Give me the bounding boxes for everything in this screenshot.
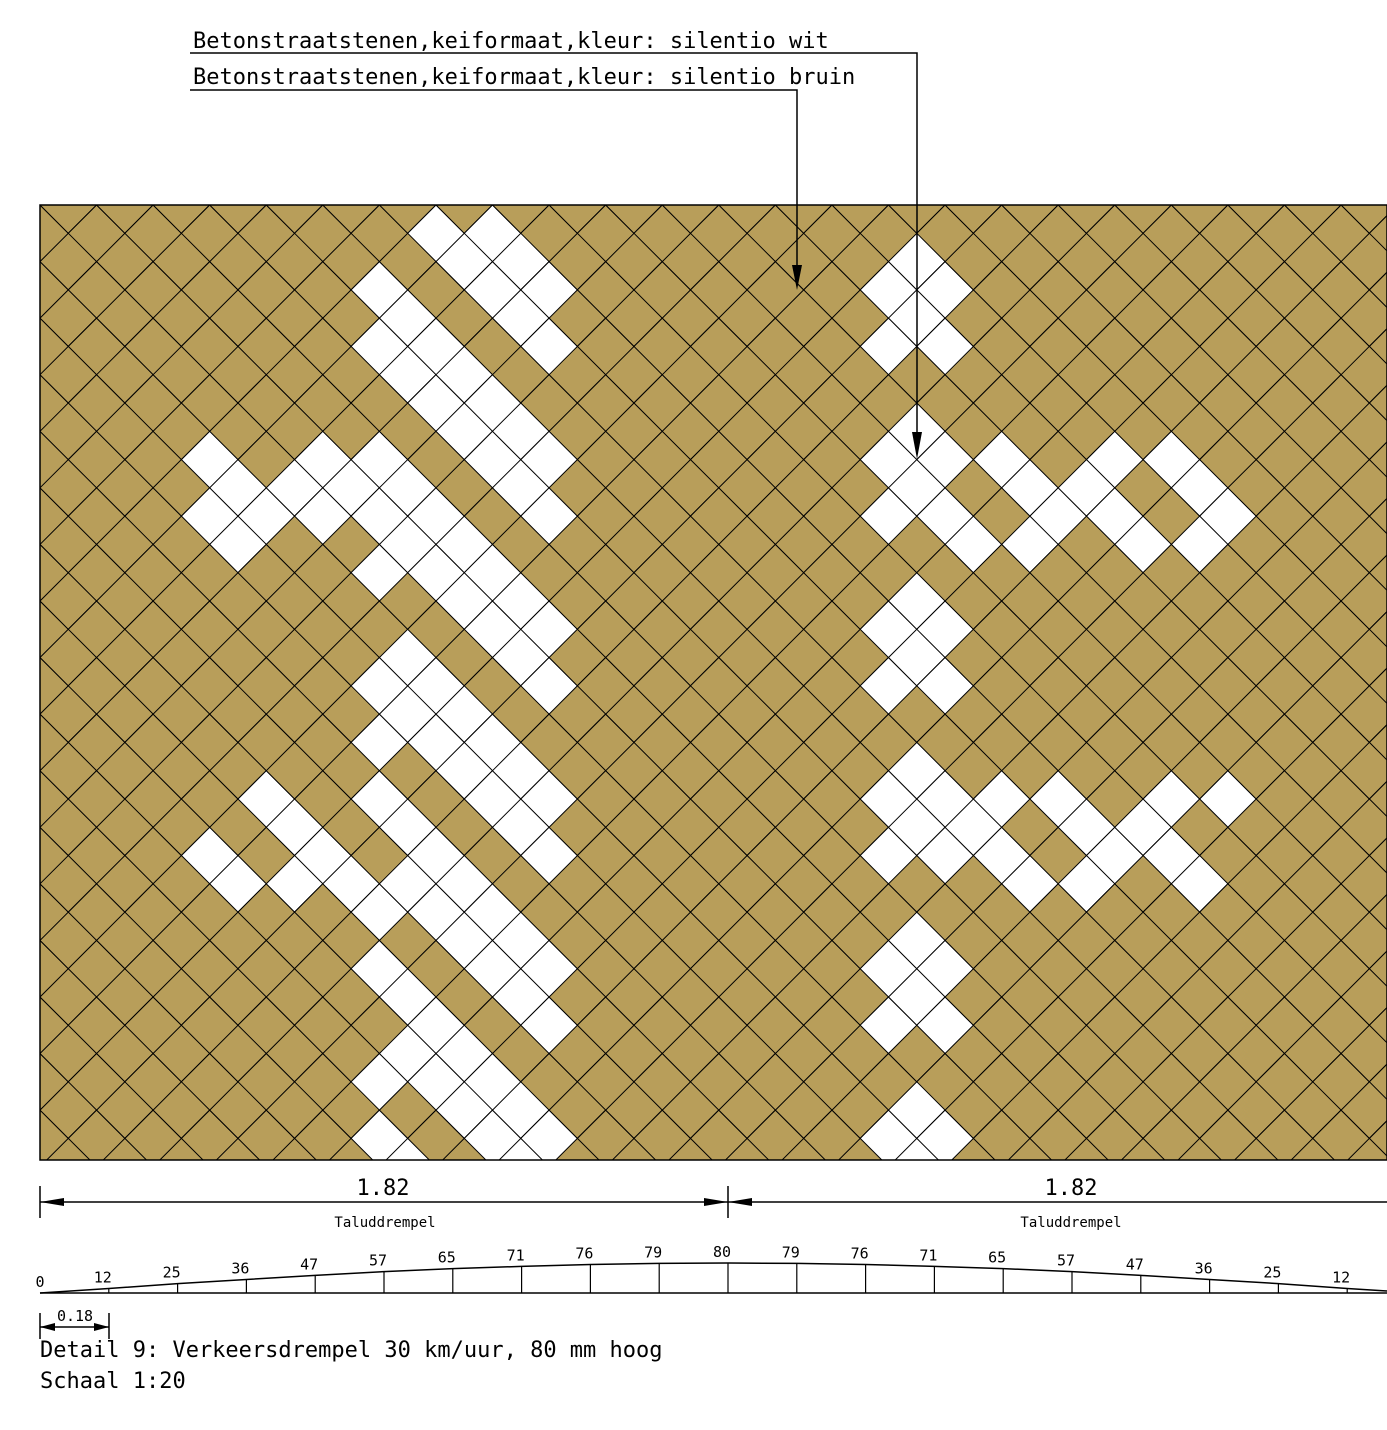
profile-height-label: 76: [575, 1245, 593, 1263]
paver-pattern: [0, 205, 1387, 1252]
dimension-left-value: 1.82: [357, 1176, 410, 1201]
paver-brown: [40, 1167, 125, 1252]
paver-brown: [775, 1167, 860, 1252]
spacing-dimension: [39, 1313, 110, 1339]
profile-height-label: 57: [1057, 1252, 1075, 1270]
label-white-stone: Betonstraatstenen,keiformaat,kleur: sile…: [193, 29, 829, 54]
profile-height-label: 25: [163, 1264, 181, 1282]
paver-brown: [747, 1167, 832, 1252]
paver-brown: [1143, 1167, 1228, 1252]
paver-brown: [662, 1167, 747, 1252]
arrowhead-brown: [792, 265, 802, 290]
paver-brown: [691, 1167, 776, 1252]
paver-brown: [634, 1167, 719, 1252]
leader-brown: Betonstraatstenen,keiformaat,kleur: sile…: [190, 65, 855, 290]
paver-brown: [1341, 1167, 1387, 1252]
paver-brown: [1368, 271, 1387, 309]
profile-height-label: 36: [1195, 1260, 1213, 1278]
paver-brown: [1368, 1063, 1387, 1101]
profile-height-label: 76: [851, 1245, 869, 1263]
paver-brown: [1285, 1167, 1370, 1252]
paver-brown: [889, 1167, 974, 1252]
paver-brown: [577, 1167, 662, 1252]
paver-brown: [917, 1167, 1002, 1252]
profile-height-label: 79: [644, 1243, 662, 1261]
paver-brown: [1368, 724, 1387, 761]
paver-brown: [606, 1167, 691, 1252]
paver-brown: [1256, 1167, 1341, 1252]
paver-brown: [1368, 497, 1387, 535]
profile-height-label: 71: [919, 1246, 937, 1264]
arrowhead-white: [912, 432, 922, 459]
paver-brown: [493, 1167, 578, 1252]
paver-brown: [1368, 441, 1387, 478]
paving-area: [0, 204, 1387, 1252]
profile-height-label: 65: [988, 1249, 1006, 1267]
profile-height-label: 12: [1332, 1269, 1350, 1287]
label-brown-stone: Betonstraatstenen,keiformaat,kleur: sile…: [193, 65, 855, 90]
paver-brown: [1087, 1167, 1172, 1252]
paver-brown: [153, 1167, 238, 1252]
paver-brown: [1369, 1167, 1387, 1252]
caption-title: Detail 9: Verkeersdrempel 30 km/uur, 80 …: [40, 1338, 663, 1363]
paver-brown: [12, 1167, 97, 1252]
paver-brown: [1368, 1006, 1387, 1044]
paving-border: [39, 204, 1387, 1161]
profile-height-label: 71: [507, 1246, 525, 1264]
profile-height-label: 47: [300, 1255, 318, 1273]
caption-scale: Schaal 1:20: [40, 1369, 186, 1394]
paver-brown: [1171, 1167, 1256, 1252]
paver-brown: [1368, 950, 1387, 988]
paver-brown: [1368, 1120, 1387, 1157]
paver-brown: [719, 1167, 804, 1252]
paver-brown: [0, 1167, 68, 1252]
paver-brown: [266, 1167, 351, 1252]
paver-brown: [436, 1167, 521, 1252]
paver-brown: [408, 1167, 493, 1252]
dimension-row: [39, 1186, 1387, 1218]
profile-height-label: 0: [35, 1273, 44, 1291]
paver-brown: [1313, 1167, 1387, 1252]
paver-brown: [181, 1167, 266, 1252]
paver-brown: [1368, 893, 1387, 931]
paver-brown: [832, 1167, 917, 1252]
paver-brown: [1115, 1167, 1200, 1252]
paver-brown: [1368, 214, 1387, 252]
dimension-right-value: 1.82: [1045, 1176, 1098, 1201]
paver-brown: [549, 1167, 634, 1252]
profile-height-label: 47: [1126, 1255, 1144, 1273]
profile-height-label: 57: [369, 1252, 387, 1270]
ramp-profile: 0 12 25 36 47 57 65 71 76 79 80 79 76 71 65 57 47 36 25 12: [35, 1243, 1387, 1294]
spacing-value: 0.18: [57, 1307, 93, 1325]
paver-brown: [1368, 780, 1387, 818]
profile-height-label: 79: [782, 1243, 800, 1261]
profile-height-label: 36: [231, 1260, 249, 1278]
paver-brown: [125, 1167, 210, 1252]
paver-brown: [945, 1167, 1030, 1252]
profile-height-label: 12: [94, 1269, 112, 1287]
paver-brown: [860, 1167, 945, 1252]
paver-brown: [1368, 610, 1387, 648]
paver-brown: [464, 1167, 549, 1252]
paver-brown: [1368, 554, 1387, 592]
paver-brown: [210, 1167, 295, 1252]
paver-brown: [804, 1167, 889, 1252]
dimension-left-label: Taluddrempel: [334, 1215, 435, 1231]
paver-brown: [1368, 328, 1387, 365]
profile-height-label: 25: [1263, 1264, 1281, 1282]
paver-brown: [1368, 837, 1387, 874]
paver-brown: [97, 1167, 182, 1252]
dimension-right-label: Taluddrempel: [1020, 1215, 1121, 1231]
leader-white: Betonstraatstenen,keiformaat,kleur: sile…: [190, 29, 922, 459]
paver-brown: [1228, 1167, 1313, 1252]
paver-brown: [1368, 384, 1387, 422]
profile-height-label: 80: [713, 1243, 731, 1261]
paver-brown: [68, 1167, 153, 1252]
paver-brown: [1368, 667, 1387, 705]
paver-brown: [1200, 1167, 1285, 1252]
profile-height-label: 65: [438, 1249, 456, 1267]
paver-brown: [521, 1167, 606, 1252]
paver-brown: [238, 1167, 323, 1252]
